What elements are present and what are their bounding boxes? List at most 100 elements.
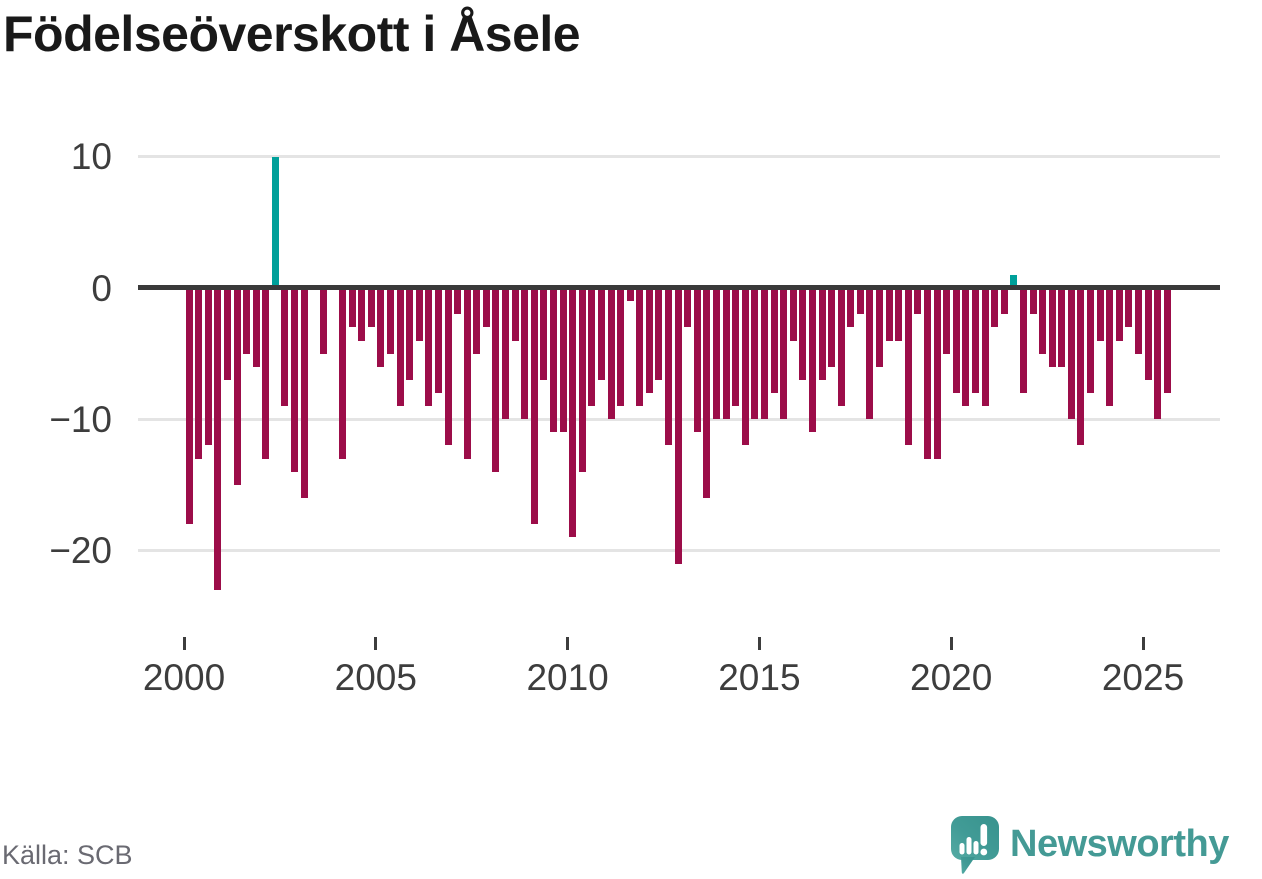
bar-2019q3 [933, 290, 941, 459]
bar-2024q4 [1135, 290, 1142, 354]
bar-2000q1 [185, 290, 193, 525]
bar-2017q2 [847, 290, 855, 328]
bar-2004q3 [358, 290, 366, 341]
bar-2023q1 [1067, 290, 1075, 420]
bar-chart-exclamation-glyph [959, 824, 988, 856]
bar-2009q3 [550, 290, 557, 433]
bar-2016q4 [828, 290, 836, 367]
bar-2018q1 [876, 290, 883, 367]
bar-2019q4 [943, 290, 951, 354]
bar-2010q3 [588, 290, 596, 407]
bar-2025q3 [1163, 290, 1171, 393]
bar-2019q1 [914, 290, 922, 315]
bar-2003q1 [300, 290, 308, 498]
x-axis-zero-line [138, 285, 1220, 290]
x-axis-label-2005: 2005 [334, 657, 417, 698]
bar-2022q3 [1048, 290, 1056, 367]
bar-2005q1 [377, 290, 385, 367]
bar-2002q2 [271, 156, 279, 290]
bar-2012q3 [665, 290, 672, 446]
y-axis-label: −20 [49, 529, 112, 571]
bar-2022q4 [1058, 290, 1066, 367]
y-axis-label: −10 [49, 398, 112, 440]
bar-2009q1 [530, 290, 538, 525]
bar-2021q2 [1000, 290, 1008, 315]
x-tick-mark-2020 [949, 637, 953, 650]
x-tick-mark-2005 [374, 637, 378, 650]
x-tick-mark-2015 [757, 637, 761, 650]
bar-2020q3 [971, 290, 979, 393]
bar-2014q3 [741, 290, 749, 446]
x-axis-label-2015: 2015 [718, 657, 801, 698]
bar-2002q1 [262, 290, 270, 459]
bar-2010q2 [578, 290, 586, 472]
bar-2015q1 [760, 290, 768, 420]
bar-2011q1 [607, 290, 615, 420]
bar-2007q3 [473, 290, 481, 354]
x-tick-mark-2010 [566, 637, 570, 650]
bar-2015q3 [780, 290, 788, 420]
bar-2012q1 [645, 290, 653, 393]
bar-2023q3 [1087, 290, 1094, 393]
bar-2020q4 [981, 290, 989, 407]
y-axis-label: 0 [91, 267, 112, 309]
bar-2004q2 [348, 290, 356, 328]
bar-2003q3 [319, 290, 327, 354]
bar-2011q3 [626, 290, 634, 302]
bar-2002q4 [291, 290, 298, 472]
bar-2021q1 [991, 290, 999, 328]
bar-2017q1 [837, 290, 845, 407]
bar-2012q4 [674, 290, 682, 564]
bar-2001q1 [223, 290, 231, 380]
x-axis-label-2000: 2000 [142, 657, 226, 698]
bar-2000q4 [214, 290, 222, 590]
bar-2015q4 [789, 290, 797, 341]
bar-2021q3 [1010, 274, 1018, 290]
bar-2022q1 [1029, 290, 1037, 315]
bar-2013q1 [684, 290, 692, 328]
bar-2013q4 [713, 290, 720, 420]
bar-2025q1 [1144, 290, 1152, 380]
bar-2005q3 [396, 290, 404, 407]
chart-title: Födelseöverskott i Åsele [3, 6, 581, 62]
bar-2014q4 [751, 290, 759, 420]
x-tick-mark-2000 [182, 637, 186, 650]
bar-2016q3 [818, 290, 826, 380]
bar-2011q2 [617, 290, 625, 407]
bar-2024q1 [1106, 290, 1114, 407]
bar-2008q2 [502, 290, 509, 420]
bar-2006q2 [425, 290, 433, 407]
bar-2013q3 [703, 290, 711, 498]
bar-2010q4 [597, 290, 605, 380]
newsworthy-logo-icon [951, 816, 999, 874]
bar-2024q3 [1125, 290, 1133, 328]
x-tick-mark-2025 [1141, 637, 1145, 650]
bar-2009q4 [559, 290, 567, 433]
bar-2014q1 [722, 290, 730, 420]
bar-2022q2 [1039, 290, 1047, 354]
bar-2018q3 [895, 290, 903, 341]
bar-2001q4 [252, 290, 260, 367]
newsworthy-branding: Newsworthy [946, 810, 1262, 879]
bar-2023q4 [1096, 290, 1104, 341]
bar-2000q2 [195, 290, 203, 459]
bar-2016q2 [808, 290, 816, 433]
bar-2017q4 [866, 290, 874, 420]
source-caption: Källa: SCB [2, 840, 133, 870]
bar-2013q2 [693, 290, 701, 433]
gridline-y-10 [138, 155, 1220, 159]
bar-2008q3 [511, 290, 519, 341]
bar-2016q1 [799, 290, 807, 380]
bar-2017q3 [856, 290, 864, 315]
bar-2009q2 [540, 290, 548, 380]
bar-2004q1 [339, 290, 346, 459]
bar-2005q2 [386, 290, 394, 354]
bar-2004q4 [367, 290, 375, 328]
bar-2001q3 [243, 290, 250, 354]
bar-2006q1 [415, 290, 423, 341]
bar-2006q4 [444, 290, 452, 446]
x-axis-label-2025: 2025 [1101, 657, 1185, 698]
x-axis-label-2020: 2020 [910, 657, 993, 698]
